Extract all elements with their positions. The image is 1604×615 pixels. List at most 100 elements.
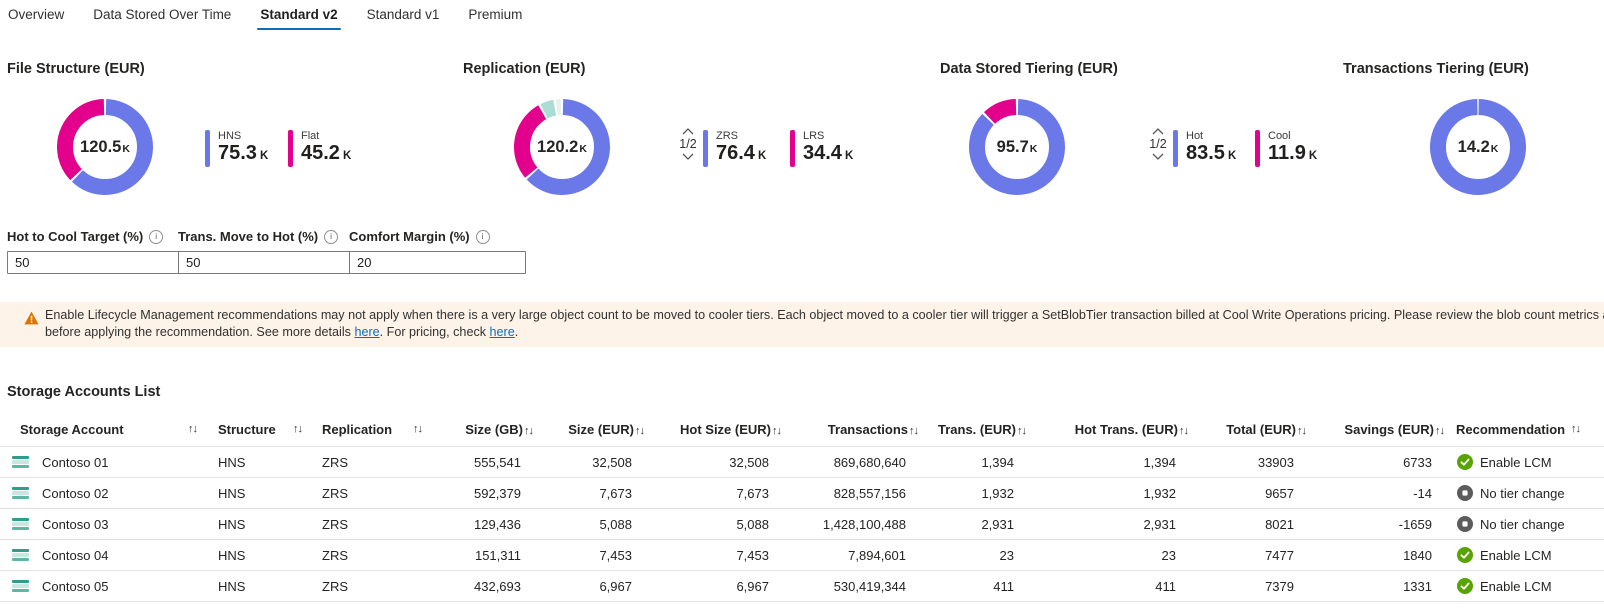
donut-chart-file-structure-eur: 120.5 K (56, 99, 153, 195)
legend-item-hns[interactable]: HNS 75.3 K (205, 130, 268, 167)
legend-item-hot[interactable]: Hot 83.5 K (1173, 130, 1236, 167)
sort-icon[interactable]: ↑↓ (909, 424, 919, 437)
legend-item-zrs[interactable]: ZRS 76.4 K (703, 130, 766, 167)
storage-account-icon (12, 579, 29, 593)
sort-icon[interactable]: ↑↓ (524, 424, 534, 437)
comfort-margin-input[interactable] (349, 251, 526, 274)
recommendation-label: Enable LCM (1480, 547, 1552, 563)
storage-account-name[interactable]: Contoso 05 (42, 578, 109, 594)
sort-icon[interactable]: ↑↓ (188, 423, 198, 435)
recommendation-label: Enable LCM (1480, 454, 1552, 470)
trans-move-to-hot-input[interactable] (178, 251, 353, 274)
sort-icon[interactable]: ↑↓ (1435, 424, 1445, 437)
warning-text-part: . (514, 324, 519, 339)
table-row-contoso-04[interactable]: Contoso 04 HNS ZRS 151,311 7,453 7,453 7,894,6… (0, 539, 1604, 571)
hot-trans-eur-cell: 1,394 (1030, 446, 1192, 478)
legend-label: HNS (218, 130, 242, 142)
column-label: Size (GB) (465, 421, 523, 437)
column-header-replication[interactable]: Replication ↑↓ (310, 412, 430, 447)
storage-account-name[interactable]: Contoso 03 (42, 516, 109, 532)
storage-account-name[interactable]: Contoso 04 (42, 547, 109, 563)
total-eur-cell: 9657 (1192, 477, 1310, 509)
pricing-link[interactable]: here (489, 324, 515, 339)
table-row-contoso-03[interactable]: Contoso 03 HNS ZRS 129,436 5,088 5,088 1,428,1… (0, 508, 1604, 540)
column-header-hot-trans-eur[interactable]: Hot Trans. (EUR)↑↓ (1030, 412, 1192, 447)
sort-icon[interactable]: ↑↓ (293, 423, 303, 435)
column-label: Total (EUR) (1226, 421, 1296, 437)
sort-icon[interactable]: ↑↓ (1179, 424, 1189, 437)
tab-overview[interactable]: Overview (8, 7, 65, 22)
total-eur-cell: 8021 (1192, 508, 1310, 540)
column-header-size-eur[interactable]: Size (EUR)↑↓ (537, 412, 648, 447)
info-icon[interactable]: i (475, 229, 490, 244)
param-hot-to-cool-target: Hot to Cool Target (%) i (7, 229, 182, 274)
sort-icon[interactable]: ↑↓ (1571, 423, 1581, 435)
size-gb-cell: 129,436 (430, 508, 537, 540)
structure-cell: HNS (205, 539, 310, 571)
total-eur-cell: 33903 (1192, 446, 1310, 478)
legend-item-lrs[interactable]: LRS 34.4 K (790, 130, 853, 167)
check-circle-icon (1457, 547, 1473, 563)
info-icon[interactable]: i (324, 229, 339, 244)
sort-icon[interactable]: ↑↓ (413, 423, 423, 435)
savings-eur-cell: 6733 (1310, 446, 1448, 478)
hot-trans-eur-cell: 2,931 (1030, 508, 1192, 540)
tab-data-stored-over-time[interactable]: Data Stored Over Time (93, 7, 232, 22)
column-header-transactions[interactable]: Transactions↑↓ (785, 412, 922, 447)
column-label: Replication (322, 421, 393, 437)
storage-account-icon (12, 455, 29, 469)
info-icon[interactable]: i (149, 229, 164, 244)
donut-segment (514, 99, 610, 195)
param-trans-move-to-hot: Trans. Move to Hot (%) i (178, 229, 353, 274)
chart-title-data-stored-tiering-eur: Data Stored Tiering (EUR) (940, 61, 1118, 77)
storage-account-name[interactable]: Contoso 02 (42, 485, 109, 501)
column-header-savings-eur[interactable]: Savings (EUR)↑↓ (1310, 412, 1448, 447)
legend-item-cool[interactable]: Cool 11.9 K (1255, 130, 1317, 167)
table-row-contoso-01[interactable]: Contoso 01 HNS ZRS 555,541 32,508 32,508 869,6… (0, 446, 1604, 478)
no-change-icon (1457, 485, 1473, 501)
details-link[interactable]: here (354, 324, 380, 339)
storage-accounts-table: Storage Account ↑↓ Structure ↑↓ Replication ↑… (0, 412, 1604, 602)
legend-swatch (288, 130, 293, 167)
legend-pagination: 1/2 (676, 128, 700, 160)
legend-swatch (790, 130, 795, 167)
chevron-up-icon[interactable] (682, 128, 694, 135)
size-gb-cell: 432,693 (430, 570, 537, 602)
tab-standard-v1[interactable]: Standard v1 (366, 7, 440, 22)
trans-eur-cell: 2,931 (922, 508, 1030, 540)
size-eur-cell: 6,967 (537, 570, 648, 602)
tab-standard-v2[interactable]: Standard v2 (257, 0, 341, 31)
chevron-up-icon[interactable] (1152, 128, 1164, 135)
legend-item-flat[interactable]: Flat 45.2 K (288, 130, 351, 167)
hot-to-cool-target-input[interactable] (7, 251, 182, 274)
sort-icon[interactable]: ↑↓ (1017, 424, 1027, 437)
sort-icon[interactable]: ↑↓ (772, 424, 782, 437)
column-header-trans-eur[interactable]: Trans. (EUR)↑↓ (922, 412, 1030, 447)
column-header-storage-account[interactable]: Storage Account ↑↓ (0, 412, 205, 447)
table-row-contoso-05[interactable]: Contoso 05 HNS ZRS 432,693 6,967 6,967 530,419… (0, 570, 1604, 602)
column-header-structure[interactable]: Structure ↑↓ (205, 412, 310, 447)
replication-cell: ZRS (310, 508, 430, 540)
replication-cell: ZRS (310, 539, 430, 571)
column-header-hot-size-eur[interactable]: Hot Size (EUR)↑↓ (648, 412, 785, 447)
sort-icon[interactable]: ↑↓ (635, 424, 645, 437)
recommendation-cell: Enable LCM (1448, 547, 1604, 563)
donut-segment (514, 99, 610, 195)
column-header-total-eur[interactable]: Total (EUR)↑↓ (1192, 412, 1310, 447)
column-header-size-gb[interactable]: Size (GB)↑↓ (430, 412, 537, 447)
storage-account-name[interactable]: Contoso 01 (42, 454, 109, 470)
legend-swatch (1173, 130, 1178, 167)
table-row-contoso-02[interactable]: Contoso 02 HNS ZRS 592,379 7,673 7,673 828,557… (0, 477, 1604, 509)
tab-premium[interactable]: Premium (468, 7, 523, 22)
structure-cell: HNS (205, 570, 310, 602)
column-header-recommendation[interactable]: Recommendation ↑↓ (1448, 412, 1604, 447)
column-label: Savings (EUR) (1344, 421, 1434, 437)
legend-swatch (205, 130, 210, 167)
hot-size-eur-cell: 6,967 (648, 570, 785, 602)
chevron-down-icon[interactable] (1152, 153, 1164, 160)
sort-icon[interactable]: ↑↓ (1297, 424, 1307, 437)
chevron-down-icon[interactable] (682, 153, 694, 160)
column-label: Size (EUR) (568, 421, 634, 437)
trans-eur-cell: 23 (922, 539, 1030, 571)
donut-center-value: 95.7 K (996, 137, 1038, 156)
